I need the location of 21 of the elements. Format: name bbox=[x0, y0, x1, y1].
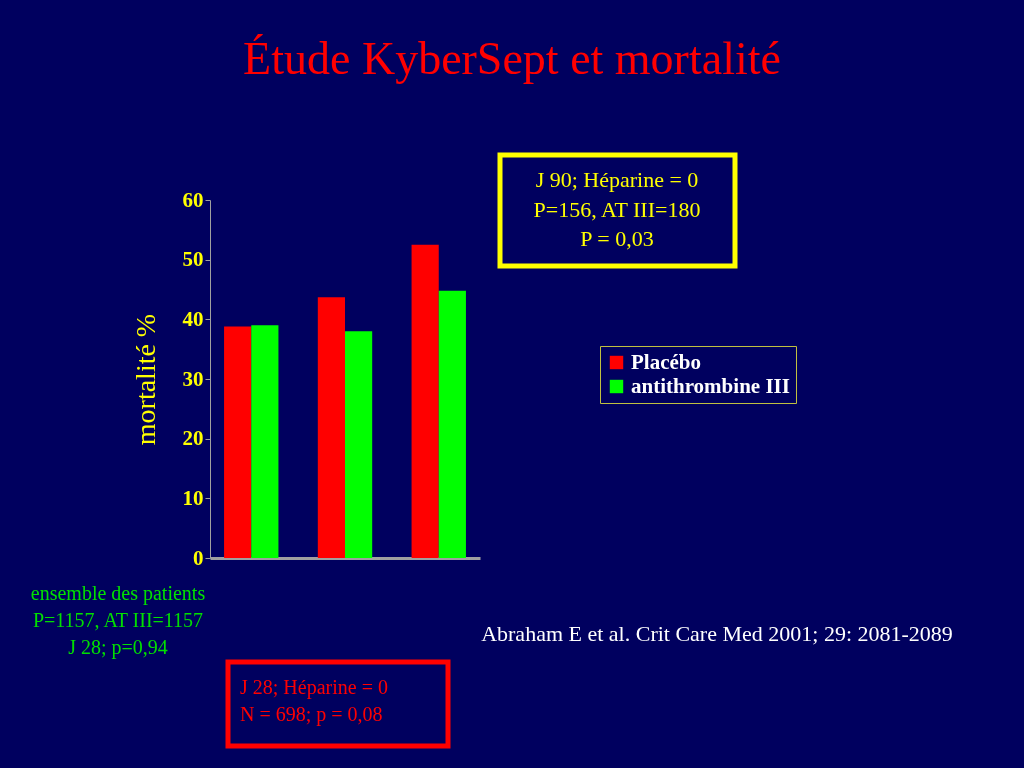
y-tick-label: 10 bbox=[182, 485, 204, 510]
y-tick-label: 20 bbox=[182, 426, 204, 451]
y-tick-label: 0 bbox=[193, 545, 204, 570]
text: J 90; Héparine = 0 P=156, AT III=180 P = 0,03 bbox=[533, 167, 701, 252]
bar bbox=[317, 297, 345, 558]
y-axis-title: mortalité % bbox=[129, 313, 161, 446]
legend-label: Placébo bbox=[631, 349, 701, 374]
bar bbox=[251, 325, 279, 558]
text: ensemble des patients P=1157, AT III=1157 J 28; p=0,94 bbox=[30, 582, 206, 659]
bar bbox=[224, 326, 252, 558]
y-tick-label: 60 bbox=[182, 187, 204, 212]
y-tick-label: 40 bbox=[182, 306, 204, 331]
chart-title: Étude KyberSept et mortalité bbox=[243, 33, 781, 84]
text: Abraham E et al. Crit Care Med 2001; 29: 2081-2089 bbox=[481, 621, 953, 646]
legend-label: antithrombine III bbox=[631, 373, 790, 398]
bar bbox=[345, 331, 373, 558]
y-tick-label: 30 bbox=[182, 366, 204, 391]
text: J 28; Héparine = 0 N = 698; p = 0,08 bbox=[240, 676, 388, 726]
y-tick-label: 50 bbox=[182, 247, 204, 272]
bar bbox=[411, 244, 439, 558]
bar bbox=[438, 290, 466, 558]
